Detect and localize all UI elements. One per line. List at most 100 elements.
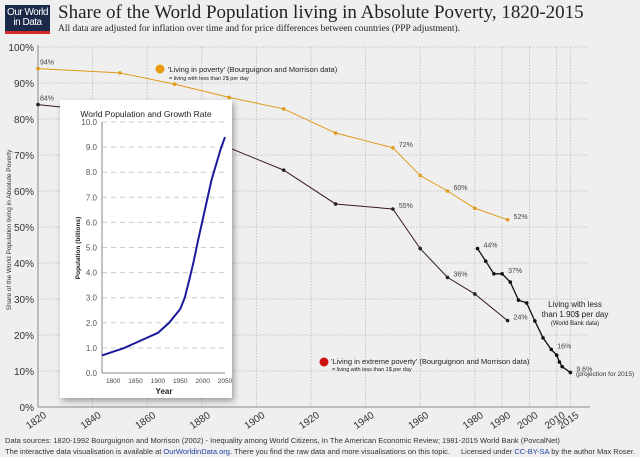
data-label: 84%: [40, 96, 54, 103]
data-label: 36%: [454, 271, 468, 278]
inset-y-tick-label: 2.0: [86, 319, 98, 328]
inset-y-title: Population (billions): [75, 217, 82, 279]
inset-y-tick-label: 1.0: [86, 344, 98, 353]
inset-title: World Population and Growth Rate: [80, 109, 211, 119]
footer-line2: The interactive data visualisation is av…: [5, 447, 635, 456]
data-label: 60%: [454, 185, 468, 192]
data-label: 55%: [399, 203, 413, 210]
inset-y-tick-label: 8.0: [86, 168, 98, 177]
data-point: [36, 102, 40, 107]
data-label: 94%: [40, 60, 54, 67]
legend-extreme-label: 'Living in extreme poverty' (Bourguignon…: [331, 357, 530, 366]
inset-y-tick-label: 0.0: [86, 369, 98, 378]
data-point: [473, 206, 477, 211]
data-point: [549, 347, 554, 352]
x-tick-label: 1840: [79, 410, 104, 432]
data-point: [568, 370, 573, 375]
inset-population-line: [101, 136, 226, 357]
data-label: 9.6%: [576, 366, 592, 373]
data-point: [333, 131, 338, 135]
footer-sources: Data sources: 1820-1992 Bourguignon and …: [5, 436, 560, 445]
chart-subtitle: All data are adjusted for inflation over…: [58, 24, 461, 34]
license-post: by the author Max Roser.: [549, 447, 635, 456]
y-tick-label: 0%: [20, 403, 35, 414]
legend-wb-line2: than 1.90$ per day: [542, 310, 609, 319]
data-point: [445, 275, 450, 280]
y-tick-label: 50%: [14, 223, 34, 234]
footer-license: Licensed under CC-BY-SA by the author Ma…: [461, 447, 635, 456]
owid-link[interactable]: OurWorldinData.org: [163, 447, 230, 456]
inset-x-title: Year: [156, 387, 173, 396]
y-tick-label: 60%: [14, 187, 34, 198]
x-tick-label: 1980: [461, 410, 486, 432]
inset-x-tick-label: 2050: [218, 378, 232, 385]
data-point: [281, 168, 286, 172]
inset-y-tick-label: 6.0: [86, 218, 98, 227]
x-tick-label: 1990: [488, 410, 513, 432]
legend-marker-poverty: [155, 64, 165, 74]
data-point: [500, 272, 504, 276]
data-label: 16%: [557, 343, 571, 350]
y-tick-label: 90%: [14, 79, 34, 90]
data-point: [418, 173, 423, 178]
inset-population-chart: World Population and Growth Rate 0.0 1.0 2.…: [60, 100, 233, 398]
data-point: [473, 292, 477, 296]
main-legend: 'Living in poverty' (Bourguignon and Mor…: [155, 64, 634, 378]
data-label: 72%: [399, 142, 413, 149]
x-tick-label: 1900: [243, 410, 268, 432]
data-point: [172, 82, 177, 86]
data-point: [533, 319, 537, 323]
data-point: [333, 202, 338, 206]
inset-x-tick-label: 1850: [128, 378, 143, 385]
data-point: [505, 318, 510, 323]
inset-x-tick-label: 1900: [151, 378, 166, 385]
data-point: [475, 246, 480, 251]
data-point: [418, 246, 423, 251]
inset-y-tick-label: 10.0: [81, 118, 97, 127]
data-point: [118, 71, 122, 75]
legend-poverty-note: = living with less than 2$ per day: [169, 76, 249, 82]
inset-y-tick-label: 9.0: [86, 143, 98, 152]
owid-logo: Our World in Data: [5, 5, 50, 34]
data-point: [516, 298, 521, 302]
projection-note: (projection for 2015): [576, 371, 634, 378]
data-point: [554, 353, 559, 357]
legend-marker-extreme: [319, 357, 329, 367]
footer-interactive-pre: The interactive data visualisation is av…: [5, 447, 164, 456]
data-point: [492, 272, 496, 276]
legend-wb-line1: Living with less: [548, 300, 602, 309]
legend-extreme-note: = living with less than 1$ per day: [332, 367, 412, 373]
main-lines: 94% 72% 60% 52% 84% 55% 36% 24% 44% 37% 16% 9.6%: [36, 60, 592, 375]
license-link[interactable]: CC-BY-SA: [514, 447, 550, 456]
data-label: 44%: [484, 243, 498, 250]
data-point: [557, 360, 562, 364]
logo-line2: in Data: [13, 17, 42, 28]
y-tick-label: 70%: [14, 151, 34, 162]
x-tick-label: 1940: [352, 410, 377, 432]
y-tick-label: 20%: [14, 331, 34, 342]
x-tick-label: 1920: [297, 410, 322, 432]
y-tick-label: 30%: [14, 295, 34, 306]
x-tick-label: 2000: [516, 410, 541, 432]
legend-wb-note: (World Bank data): [551, 321, 599, 327]
data-point: [541, 336, 545, 340]
y-tick-label: 100%: [8, 43, 34, 54]
y-tick-label: 40%: [14, 259, 34, 270]
inset-x-tick-label: 1800: [106, 378, 121, 385]
logo-line1: Our World: [7, 7, 48, 18]
data-point: [281, 107, 286, 111]
legend-poverty-label: 'Living in poverty' (Bourguignon and Mor…: [168, 65, 338, 74]
data-point: [508, 280, 513, 284]
y-tick-label: 10%: [14, 367, 34, 378]
y-tick-label: 80%: [14, 115, 34, 126]
data-point: [391, 146, 395, 150]
data-point: [36, 66, 40, 71]
license-pre: Licensed under: [460, 447, 515, 456]
x-tick-label: 1860: [133, 410, 158, 432]
inset-x-tick-label: 1950: [173, 378, 188, 385]
inset-x-tick-label: 2000: [195, 378, 210, 385]
inset-svg: World Population and Growth Rate 0.0 1.0 2.…: [75, 109, 233, 396]
data-label: 37%: [508, 268, 522, 275]
data-point: [524, 301, 529, 305]
data-label: 52%: [514, 214, 528, 221]
